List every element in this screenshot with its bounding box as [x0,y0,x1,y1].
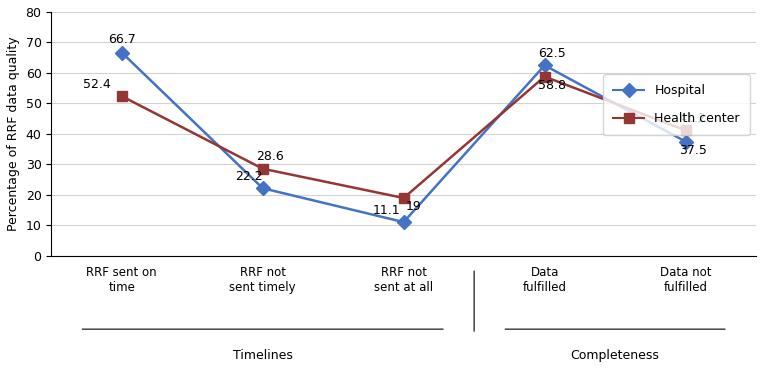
Text: 22.2: 22.2 [235,170,262,183]
Text: Timelines: Timelines [233,349,292,362]
Text: 58.8: 58.8 [538,79,565,92]
Y-axis label: Percentage of RRF data quality: Percentage of RRF data quality [7,37,20,231]
Text: 28.6: 28.6 [256,150,284,163]
Text: 62.5: 62.5 [538,47,565,60]
Text: 19: 19 [405,200,421,213]
Text: 52.4: 52.4 [83,78,111,90]
Text: Completeness: Completeness [571,349,659,362]
Text: 41.2: 41.2 [679,112,707,125]
Text: 37.5: 37.5 [678,144,707,157]
Text: 11.1: 11.1 [373,204,401,216]
Legend: Hospital, Health center: Hospital, Health center [603,74,750,135]
Text: 66.7: 66.7 [108,32,136,46]
